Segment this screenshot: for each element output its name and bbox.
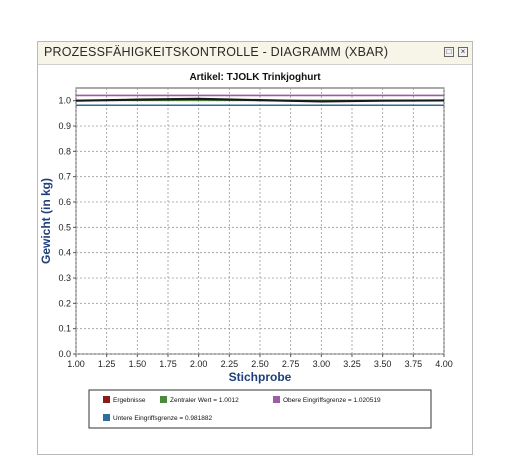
x-tick-label: 3.25: [343, 359, 361, 369]
x-tick-label: 3.50: [374, 359, 392, 369]
x-tick-label: 2.25: [221, 359, 239, 369]
x-tick-label: 2.00: [190, 359, 208, 369]
y-tick-label: 0.9: [58, 121, 71, 131]
x-tick-label: 1.75: [159, 359, 177, 369]
legend-swatch: [103, 396, 110, 403]
x-tick-label: 1.00: [67, 359, 85, 369]
legend-item-ergebnisse: Ergebnisse: [113, 397, 146, 404]
y-tick-label: 0.3: [58, 273, 71, 283]
legend-item-obere-grenze: Obere Eingriffsgrenze = 1.020519: [283, 397, 381, 404]
y-axis-label: Gewicht (in kg): [39, 178, 53, 264]
y-tick-label: 0.1: [58, 324, 71, 334]
window-titlebar: PROZESSFÄHIGKEITSKONTROLLE - DIAGRAMM (X…: [38, 42, 472, 65]
series-line-ergebnisse: [75, 97, 445, 103]
chart-title: Artikel: TJOLK Trinkjoghurt: [189, 72, 321, 83]
x-tick-label: 3.75: [405, 359, 423, 369]
x-tick-label: 2.50: [251, 359, 269, 369]
restore-icon[interactable]: □: [444, 47, 454, 57]
legend-item-untere-grenze: Untere Eingriffsgrenze = 0.981882: [113, 415, 212, 422]
legend-swatch: [103, 414, 110, 421]
y-tick-label: 0.6: [58, 197, 71, 207]
x-tick-label: 2.75: [282, 359, 300, 369]
y-tick-label: 0.7: [58, 172, 71, 182]
x-tick-label: 4.00: [435, 359, 453, 369]
legend-box: [88, 389, 432, 429]
y-tick-label: 1.0: [58, 96, 71, 106]
x-tick-label: 1.50: [129, 359, 147, 369]
legend-item-zentraler-wert: Zentraler Wert = 1.0012: [170, 397, 239, 404]
x-axis-label: Stichprobe: [229, 370, 292, 384]
x-tick-label: 1.25: [98, 359, 116, 369]
x-tick-label: 3.00: [313, 359, 331, 369]
window-title: PROZESSFÄHIGKEITSKONTROLLE - DIAGRAMM (X…: [44, 45, 389, 59]
y-tick-label: 0.4: [58, 248, 71, 258]
close-icon[interactable]: ×: [458, 47, 468, 57]
y-tick-label: 0.8: [58, 146, 71, 156]
y-tick-label: 0.5: [58, 222, 71, 232]
legend-swatch: [273, 396, 280, 403]
legend-swatch: [160, 396, 167, 403]
y-tick-label: 0.0: [58, 349, 71, 359]
y-tick-label: 0.2: [58, 298, 71, 308]
